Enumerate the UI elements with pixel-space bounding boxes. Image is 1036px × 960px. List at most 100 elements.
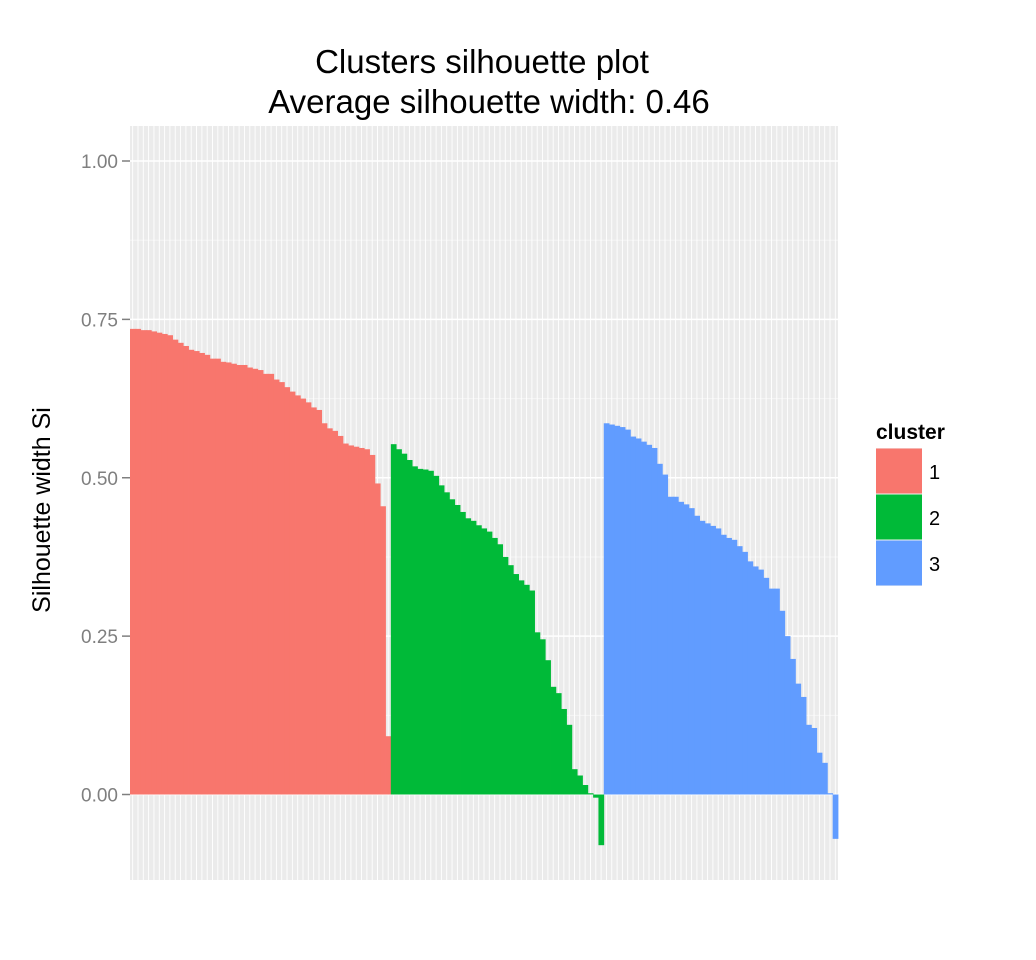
bar-cluster-3 (758, 569, 764, 795)
bar-cluster-3 (720, 534, 727, 795)
bar-cluster-1 (310, 407, 317, 795)
y-tick-label: 0.75 (81, 310, 118, 331)
bar-cluster-2 (545, 660, 551, 795)
legend-label-2: 2 (929, 508, 940, 530)
bar-cluster-3 (603, 423, 610, 795)
bar-cluster-3 (657, 463, 663, 795)
chart-title: Clusters silhouette plot (315, 43, 649, 80)
bar-cluster-3 (827, 793, 834, 795)
bar-cluster-1 (177, 342, 184, 795)
chart-subtitle: Average silhouette width: 0.46 (268, 83, 710, 120)
bar-cluster-3 (672, 496, 679, 795)
bar-cluster-3 (694, 515, 700, 795)
y-axis: 0.00 0.25 0.50 0.75 1.00 (81, 152, 130, 807)
bar-cluster-1 (369, 454, 376, 795)
bar-cluster-1 (252, 368, 259, 795)
bar-cluster-2 (401, 453, 408, 795)
bar-cluster-1 (332, 430, 339, 795)
bar-cluster-1 (161, 333, 168, 795)
bar-cluster-1 (193, 351, 200, 795)
bar-cluster-3 (662, 474, 669, 795)
bar-cluster-3 (731, 539, 738, 795)
bar-cluster-3 (683, 504, 690, 795)
bar-cluster-2 (513, 574, 520, 795)
y-tick-label: 0.50 (81, 469, 118, 490)
bar-cluster-1 (326, 428, 333, 795)
bar-cluster-3 (795, 683, 802, 795)
bar-cluster-1 (289, 391, 296, 795)
bar-cluster-2 (529, 590, 535, 795)
bar-cluster-3 (625, 429, 631, 795)
bar-cluster-3 (784, 636, 791, 795)
bar-cluster-3 (726, 537, 732, 795)
bar-cluster-2 (449, 499, 456, 795)
bar-cluster-3 (774, 588, 780, 795)
bar-cluster-3 (822, 762, 828, 795)
bar-cluster-1 (188, 349, 195, 795)
bar-cluster-2 (470, 520, 477, 795)
bar-cluster-3 (630, 436, 637, 795)
bar-cluster-1 (145, 330, 152, 795)
bar-cluster-2 (593, 794, 599, 798)
bar-cluster-1 (225, 362, 232, 795)
bar-cluster-2 (502, 556, 509, 795)
bar-cluster-1 (284, 387, 291, 795)
bar-cluster-2 (571, 769, 578, 795)
bar-cluster-2 (518, 580, 525, 795)
bar-cluster-1 (364, 449, 370, 795)
y-axis-label: Silhouette width Si (28, 407, 56, 613)
bar-cluster-2 (582, 784, 589, 795)
bar-cluster-1 (353, 446, 360, 795)
bar-cluster-1 (220, 361, 227, 795)
bar-cluster-2 (454, 504, 461, 795)
bar-cluster-2 (428, 470, 434, 795)
legend-swatch-3 (876, 540, 922, 586)
bar-cluster-3 (790, 658, 796, 795)
bar-cluster-1 (172, 339, 179, 795)
bar-cluster-3 (704, 523, 711, 795)
y-tick-label: 0.25 (81, 627, 118, 648)
bar-cluster-2 (539, 639, 546, 795)
bar-cluster-3 (747, 561, 754, 795)
bar-cluster-1 (257, 370, 264, 795)
bar-cluster-1 (247, 367, 253, 795)
bar-cluster-1 (135, 328, 142, 795)
bar-cluster-1 (348, 445, 354, 795)
bar-cluster-1 (321, 423, 328, 795)
bar-cluster-2 (566, 724, 573, 795)
bar-cluster-3 (667, 496, 674, 795)
bar-cluster-3 (699, 520, 706, 795)
bar-cluster-1 (231, 363, 237, 795)
bar-cluster-3 (779, 610, 786, 795)
bar-cluster-2 (396, 449, 402, 795)
bar-cluster-3 (651, 447, 658, 795)
bar-cluster-3 (715, 528, 722, 795)
bar-cluster-2 (481, 528, 488, 795)
bar-cluster-1 (273, 379, 280, 795)
bar-cluster-1 (337, 435, 344, 795)
bar-cluster-1 (263, 373, 269, 795)
bar-cluster-1 (204, 354, 211, 795)
bar-cluster-3 (832, 794, 839, 839)
bar-cluster-3 (635, 438, 642, 795)
bar-cluster-2 (406, 460, 413, 795)
bar-cluster-1 (241, 364, 248, 795)
bar-cluster-3 (742, 551, 748, 795)
bar-cluster-2 (523, 584, 530, 795)
bar-cluster-1 (215, 358, 221, 795)
legend: cluster 1 2 3 (876, 421, 945, 586)
bar-cluster-2 (444, 492, 450, 795)
bar-cluster-1 (380, 506, 386, 795)
bar-cluster-3 (763, 577, 770, 795)
bar-cluster-2 (417, 468, 424, 795)
bar-cluster-1 (316, 409, 323, 795)
legend-swatch-2 (876, 494, 922, 540)
bar-cluster-3 (811, 727, 818, 795)
legend-label-1: 1 (929, 462, 940, 484)
bar-cluster-2 (433, 475, 440, 795)
bar-cluster-1 (374, 483, 381, 795)
bar-cluster-2 (465, 518, 472, 795)
bar-cluster-2 (412, 466, 418, 795)
bar-cluster-1 (209, 358, 216, 795)
bar-cluster-2 (460, 511, 466, 795)
